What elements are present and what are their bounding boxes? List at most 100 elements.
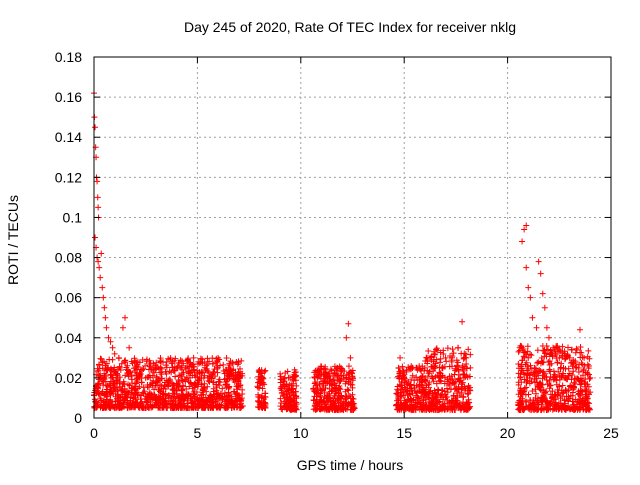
plot-frame [93, 56, 612, 419]
data-point [172, 355, 179, 362]
data-point [111, 384, 118, 391]
data-point [349, 375, 356, 382]
data-point [411, 384, 418, 391]
data-point [100, 294, 107, 301]
data-point [422, 403, 429, 410]
data-point [204, 355, 211, 362]
data-point [441, 391, 448, 398]
data-point [328, 367, 335, 374]
data-point [207, 399, 214, 406]
data-point [568, 376, 575, 383]
data-point [346, 376, 353, 383]
y-tick-label: 0 [74, 410, 82, 426]
data-point [534, 383, 541, 390]
data-point [151, 369, 158, 376]
data-point [570, 368, 577, 375]
data-point [516, 347, 523, 354]
data-point [401, 405, 408, 412]
data-point [572, 364, 579, 371]
data-point [543, 324, 550, 331]
data-point [94, 178, 101, 185]
data-point [547, 382, 554, 389]
data-point [425, 406, 432, 413]
data-point [467, 364, 474, 371]
data-point [293, 382, 300, 389]
data-point [281, 378, 288, 385]
data-point [207, 392, 214, 399]
data-point [431, 351, 438, 358]
data-point [153, 374, 160, 381]
data-point [395, 387, 402, 394]
data-point [336, 378, 343, 385]
data-point [195, 377, 202, 384]
data-point [331, 393, 338, 400]
data-point [97, 355, 104, 362]
data-point [221, 370, 228, 377]
data-point [282, 400, 289, 407]
data-point [112, 401, 119, 408]
data-point [450, 350, 457, 357]
data-point [146, 390, 153, 397]
data-point [428, 373, 435, 380]
data-point [564, 405, 571, 412]
data-point [192, 381, 199, 388]
data-point [349, 398, 356, 405]
data-point [578, 387, 585, 394]
data-point [185, 370, 192, 377]
data-point [550, 374, 557, 381]
data-point [278, 405, 285, 412]
data-point [410, 406, 417, 413]
data-point [179, 387, 186, 394]
data-point [310, 397, 317, 404]
data-point [104, 382, 111, 389]
data-point [310, 385, 317, 392]
data-point [520, 388, 527, 395]
data-point [569, 363, 576, 370]
data-point [283, 391, 290, 398]
data-point [525, 391, 532, 398]
data-point [443, 358, 450, 365]
data-point [521, 226, 528, 233]
data-point [158, 385, 165, 392]
data-point [443, 394, 450, 401]
data-point [186, 383, 193, 390]
data-point [540, 393, 547, 400]
data-point [225, 364, 232, 371]
data-point [555, 389, 562, 396]
data-point [292, 388, 299, 395]
data-point [449, 375, 456, 382]
data-point [133, 359, 140, 366]
data-point [318, 397, 325, 404]
data-point [136, 383, 143, 390]
data-point [225, 371, 232, 378]
data-point [584, 361, 591, 368]
data-point [211, 373, 218, 380]
data-point [526, 351, 533, 358]
data-point [521, 376, 528, 383]
data-point [312, 367, 319, 374]
data-point [185, 378, 192, 385]
data-point [397, 369, 404, 376]
data-point [286, 404, 293, 411]
data-point [104, 365, 111, 372]
data-point [106, 397, 113, 404]
points-layer [91, 90, 594, 413]
data-point [440, 351, 447, 358]
data-point [523, 384, 530, 391]
data-point [534, 406, 541, 413]
data-point [203, 397, 210, 404]
data-point [177, 357, 184, 364]
chart-title: Day 245 of 2020, Rate Of TEC Index for r… [184, 19, 516, 35]
data-point [150, 392, 157, 399]
data-point [258, 394, 265, 401]
data-point [576, 326, 583, 333]
data-point [280, 392, 287, 399]
data-point [433, 380, 440, 387]
data-point [441, 400, 448, 407]
data-point [172, 398, 179, 405]
data-point [405, 378, 412, 385]
data-point [529, 387, 536, 394]
data-point [92, 124, 99, 131]
data-point [582, 376, 589, 383]
data-point [413, 374, 420, 381]
